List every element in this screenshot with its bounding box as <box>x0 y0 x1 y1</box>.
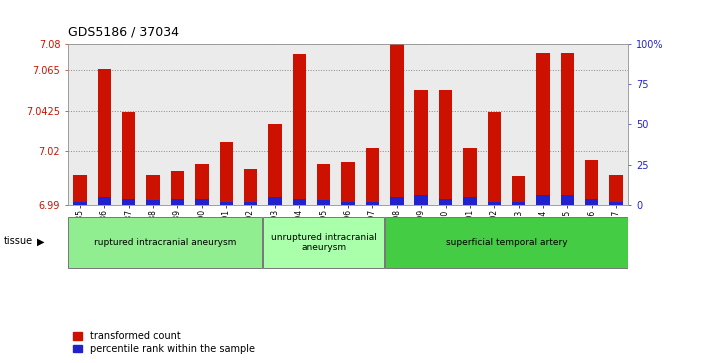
Bar <box>512 176 526 205</box>
Bar <box>366 148 379 205</box>
Text: GDS5186 / 37034: GDS5186 / 37034 <box>68 25 178 38</box>
Bar <box>536 53 550 205</box>
Bar <box>390 44 403 205</box>
Bar <box>98 69 111 205</box>
Bar <box>146 200 160 205</box>
Bar <box>69 217 262 268</box>
Bar <box>536 195 550 205</box>
Bar <box>268 197 281 205</box>
Bar <box>439 199 452 205</box>
Bar <box>488 202 501 205</box>
Bar <box>244 169 257 205</box>
Text: unruptured intracranial
aneurysm: unruptured intracranial aneurysm <box>271 233 377 252</box>
Bar <box>146 175 160 205</box>
Bar <box>74 175 86 205</box>
Bar <box>415 90 428 205</box>
Text: tissue: tissue <box>4 236 33 246</box>
Bar <box>585 199 598 205</box>
Bar <box>317 200 331 205</box>
Text: ruptured intracranial aneurysm: ruptured intracranial aneurysm <box>94 238 236 247</box>
Bar <box>195 199 208 205</box>
Bar <box>385 217 628 268</box>
Bar <box>610 175 623 205</box>
Bar <box>74 202 86 205</box>
Bar <box>293 199 306 205</box>
Bar <box>268 124 281 205</box>
Bar <box>219 202 233 205</box>
Legend: transformed count, percentile rank within the sample: transformed count, percentile rank withi… <box>73 331 255 354</box>
Bar <box>263 217 384 268</box>
Bar <box>219 142 233 205</box>
Bar <box>122 112 136 205</box>
Bar <box>390 197 403 205</box>
Text: ▶: ▶ <box>37 236 45 246</box>
Bar <box>195 164 208 205</box>
Bar <box>439 90 452 205</box>
Bar <box>463 148 477 205</box>
Bar <box>244 202 257 205</box>
Bar <box>585 160 598 205</box>
Bar <box>610 202 623 205</box>
Bar <box>512 202 526 205</box>
Bar <box>122 199 136 205</box>
Bar <box>341 202 355 205</box>
Bar <box>415 195 428 205</box>
Bar <box>171 171 184 205</box>
Bar <box>317 164 331 205</box>
Bar <box>98 197 111 205</box>
Text: superficial temporal artery: superficial temporal artery <box>446 238 568 247</box>
Bar <box>560 195 574 205</box>
Bar <box>293 54 306 205</box>
Bar <box>463 197 477 205</box>
Bar <box>366 202 379 205</box>
Bar <box>171 199 184 205</box>
Bar <box>560 53 574 205</box>
Bar <box>488 112 501 205</box>
Bar <box>341 162 355 205</box>
